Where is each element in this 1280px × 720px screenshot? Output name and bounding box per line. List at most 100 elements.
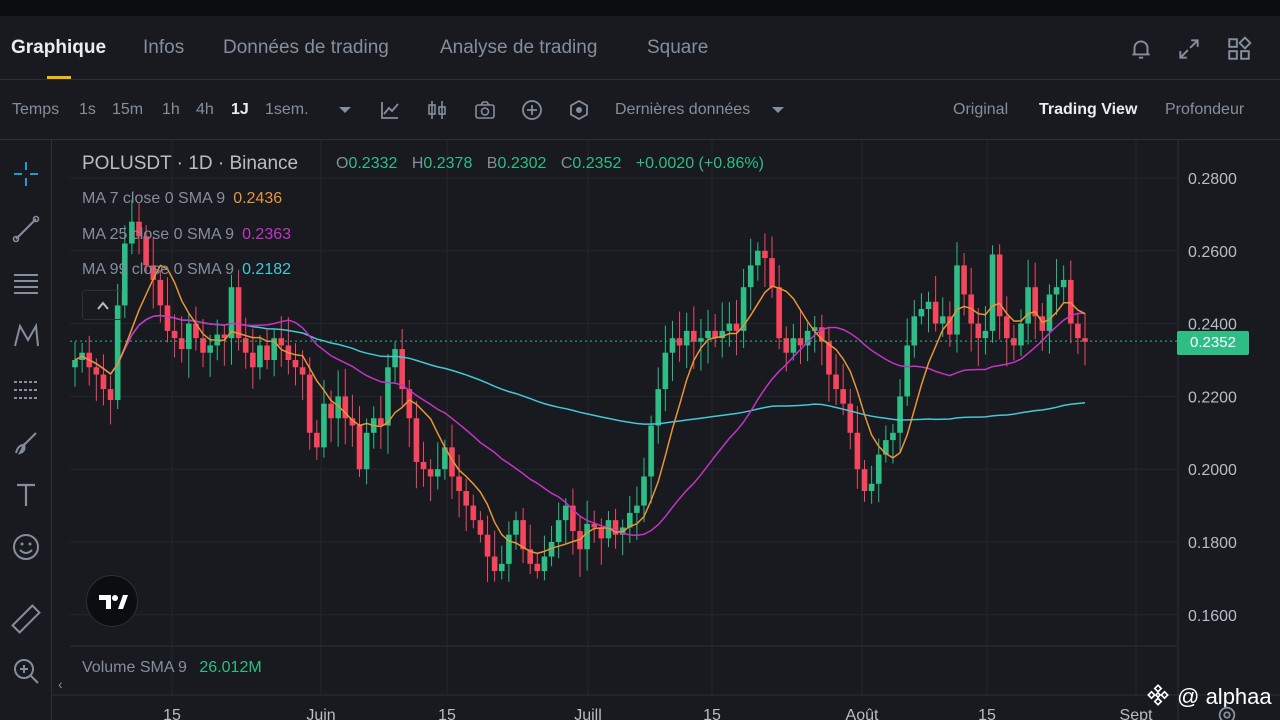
candle-body xyxy=(186,323,192,350)
y-tick-label: 0.2200 xyxy=(1188,389,1237,406)
candle-body xyxy=(804,330,811,346)
x-tick-label: Juin xyxy=(306,707,335,720)
ma99-label: MA 99 close 0 SMA 9 xyxy=(82,261,235,278)
candle-body xyxy=(676,338,683,346)
candle-body xyxy=(399,349,405,390)
grid-icon[interactable] xyxy=(1226,36,1252,62)
legend-collapse-button[interactable] xyxy=(82,290,122,320)
chart-axes: 0.2800 0.2600 0.2400 0.2200 0.2000 0.1800 0.16… xyxy=(52,140,1280,720)
candle-body xyxy=(705,330,711,339)
candle-body xyxy=(342,396,349,419)
last-price-tag: 0.2352 xyxy=(1177,331,1249,355)
ma7-label: MA 7 close 0 SMA 9 xyxy=(82,190,226,207)
close-key: C xyxy=(560,155,573,172)
interval-4h[interactable]: 4h xyxy=(196,101,214,118)
candle-body xyxy=(442,447,448,470)
view-profondeur[interactable]: Profondeur xyxy=(1165,101,1245,118)
candle-body xyxy=(498,563,505,572)
candle-body xyxy=(1025,287,1031,324)
candle-body xyxy=(72,360,78,368)
candle-body xyxy=(726,323,733,331)
candle-body xyxy=(506,534,512,564)
ma25-legend[interactable]: MA 25 close 0 SMA 9 0.2363 xyxy=(82,226,291,244)
candle-type-icon[interactable] xyxy=(425,98,449,122)
candle-body xyxy=(819,327,825,342)
ma99-legend[interactable]: MA 99 close 0 SMA 9 0.2182 xyxy=(82,261,291,279)
candle-body xyxy=(1039,316,1046,331)
candle-body xyxy=(641,476,647,506)
interval-1j[interactable]: 1J xyxy=(231,101,249,118)
candles xyxy=(72,199,1088,582)
candle-body xyxy=(392,349,398,368)
candle-body xyxy=(811,327,818,331)
candle-body xyxy=(762,250,768,259)
text-icon[interactable] xyxy=(8,477,44,513)
candle-body xyxy=(925,301,932,310)
candle-body xyxy=(1075,323,1081,339)
latest-data-dropdown[interactable]: Dernières données xyxy=(615,101,751,118)
tab-graphique[interactable]: Graphique xyxy=(11,37,107,58)
candle-body xyxy=(271,338,277,360)
expand-icon[interactable] xyxy=(1176,36,1202,62)
candle-body xyxy=(136,221,142,237)
candle-body xyxy=(349,418,356,426)
x-tick-label: 15 xyxy=(438,707,456,720)
tab-infos[interactable]: Infos xyxy=(143,37,185,58)
view-original[interactable]: Original xyxy=(953,101,1009,118)
volume-legend: Volume SMA 9 26.012M xyxy=(82,659,262,677)
bell-icon[interactable] xyxy=(1128,36,1154,62)
candle-body xyxy=(100,374,107,390)
add-circle-icon[interactable] xyxy=(520,98,544,122)
trendline-icon[interactable] xyxy=(8,211,44,247)
ruler-icon[interactable] xyxy=(8,601,44,637)
candle-body xyxy=(150,265,157,280)
interval-dropdown-icon[interactable] xyxy=(333,98,357,122)
interval-15m[interactable]: 15m xyxy=(112,101,144,118)
tradingview-logo[interactable] xyxy=(86,575,138,627)
interval-1s[interactable]: 1s xyxy=(79,101,96,118)
ma7-legend[interactable]: MA 7 close 0 SMA 9 0.2436 xyxy=(82,190,282,208)
open-value: 0.2332 xyxy=(348,155,398,172)
camera-icon[interactable] xyxy=(473,98,497,122)
interval-1sem[interactable]: 1sem. xyxy=(265,101,309,118)
candle-body xyxy=(356,425,363,470)
candle-body xyxy=(648,425,654,477)
candle-body xyxy=(292,360,299,368)
tab-donnees-trading[interactable]: Données de trading xyxy=(223,37,389,58)
symbol-title: POLUSDT · 1D · Binance xyxy=(82,153,299,174)
x-tick-label: 15 xyxy=(703,707,721,720)
tab-square[interactable]: Square xyxy=(647,37,709,58)
candle-body xyxy=(605,520,612,539)
tab-analyse-trading[interactable]: Analyse de trading xyxy=(440,37,598,58)
zoom-in-icon[interactable] xyxy=(8,653,44,689)
emoji-icon[interactable] xyxy=(8,529,44,565)
candle-body xyxy=(1018,323,1024,346)
indicator-icon[interactable] xyxy=(378,98,402,122)
candle-body xyxy=(107,389,114,401)
candle-body xyxy=(456,476,462,492)
volume-label: Volume SMA 9 xyxy=(82,659,187,676)
hexagon-settings-icon[interactable] xyxy=(567,98,591,122)
candle-body xyxy=(193,323,199,339)
chart-settings-icon[interactable] xyxy=(1216,704,1238,720)
candle-body xyxy=(555,520,562,542)
candle-body xyxy=(840,389,846,404)
fib-icon[interactable] xyxy=(8,372,44,408)
chevron-down-icon[interactable] xyxy=(766,98,790,122)
candle-body xyxy=(491,556,498,572)
pattern-icon[interactable] xyxy=(8,318,44,354)
candle-body xyxy=(328,403,334,419)
candle-body xyxy=(989,254,996,331)
crosshair-icon[interactable] xyxy=(8,156,44,192)
candle-body xyxy=(1046,294,1053,331)
scroll-left-arrow[interactable]: ‹ xyxy=(58,676,63,692)
candle-body xyxy=(662,352,669,390)
interval-1h[interactable]: 1h xyxy=(162,101,180,118)
y-tick-label: 0.1600 xyxy=(1188,608,1237,625)
horizontal-lines-icon[interactable] xyxy=(8,265,44,301)
view-trading-view[interactable]: Trading View xyxy=(1039,101,1138,118)
candle-body xyxy=(747,265,754,288)
brush-icon[interactable] xyxy=(8,425,44,461)
